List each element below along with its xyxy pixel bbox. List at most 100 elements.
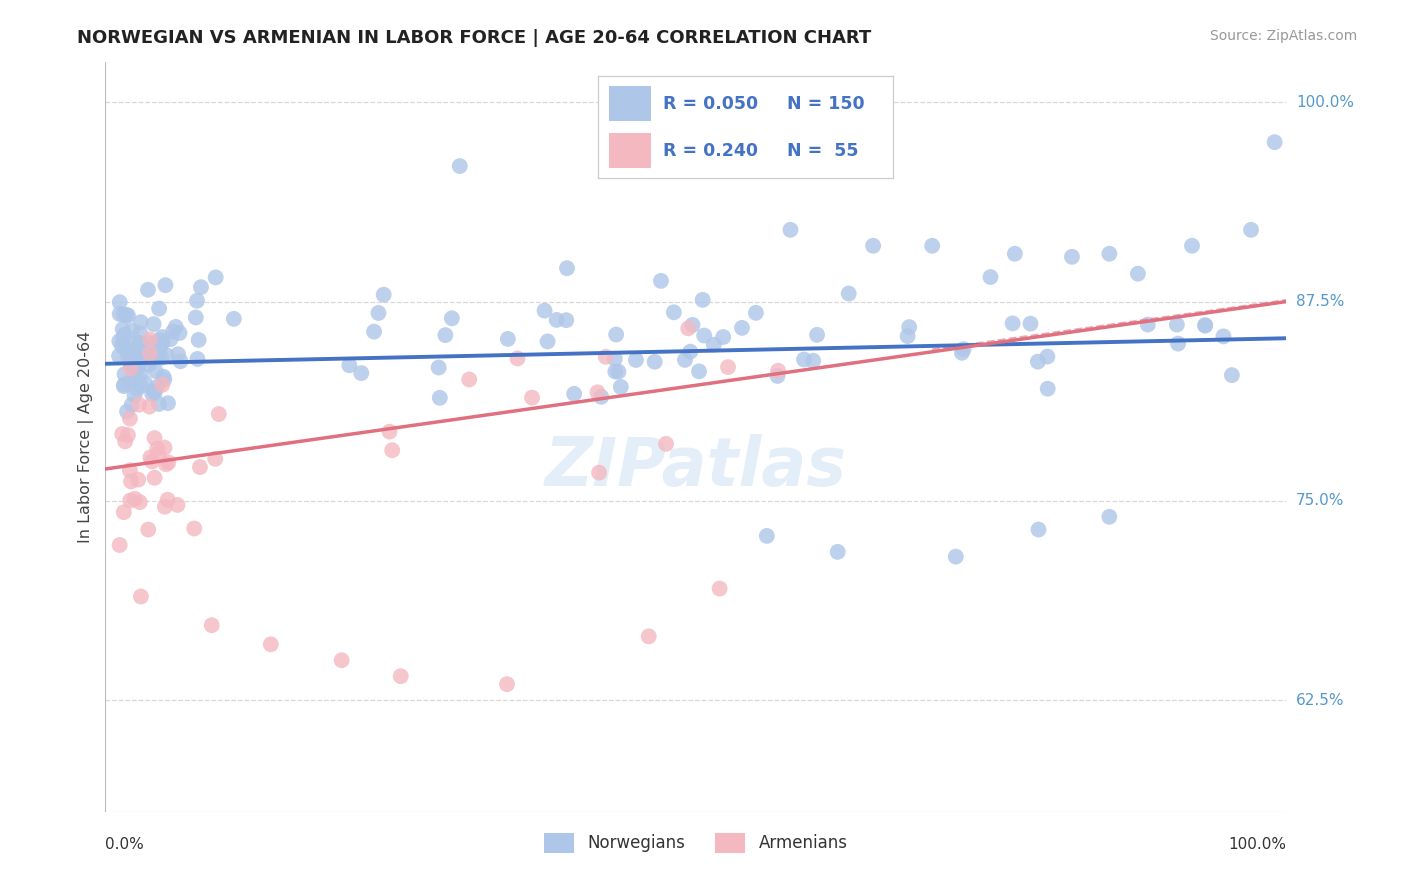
Point [122,336,145,351]
Point [520,391,543,405]
Point [112,308,135,322]
Point [367,306,389,320]
Point [610,380,633,394]
Point [506,351,529,366]
Point [128,398,150,412]
Point [208,407,231,421]
Point [146,446,169,460]
Point [108,295,131,310]
Point [766,368,789,383]
Point [1098,509,1121,524]
Point [693,328,716,343]
Point [678,321,700,335]
Point [389,669,412,683]
Text: R = 0.240: R = 0.240 [662,142,758,160]
Point [745,306,768,320]
Point [148,397,170,411]
Point [118,411,141,425]
Point [806,327,828,342]
Point [755,529,778,543]
Point [138,358,160,372]
Point [709,582,731,596]
Point [129,368,152,382]
Point [167,347,190,361]
Point [862,239,884,253]
Point [129,354,152,368]
Point [434,328,457,343]
Point [1220,368,1243,383]
Point [150,330,173,344]
Point [120,493,142,508]
Point [429,391,451,405]
Point [793,352,815,367]
Point [156,396,179,410]
Point [533,303,555,318]
Point [120,475,142,489]
Point [897,329,920,343]
Point [979,270,1001,285]
Point [188,460,211,475]
Text: NORWEGIAN VS ARMENIAN IN LABOR FORCE | AGE 20-64 CORRELATION CHART: NORWEGIAN VS ARMENIAN IN LABOR FORCE | A… [77,29,872,46]
Point [1098,246,1121,260]
Point [156,349,179,363]
Point [546,313,568,327]
Point [124,491,146,506]
Point [186,293,208,308]
Point [115,404,138,418]
Point [136,283,159,297]
Point [134,376,156,390]
Point [586,385,609,400]
Bar [609,87,651,121]
Point [142,384,165,398]
Point [1264,135,1286,149]
Point [184,310,207,325]
Point [145,364,167,378]
Point [120,359,142,373]
Point [138,400,160,414]
Text: 75.0%: 75.0% [1296,493,1344,508]
Text: 100.0%: 100.0% [1229,837,1286,852]
Point [1004,246,1026,260]
Point [555,313,578,327]
Point [143,431,166,445]
Point [114,327,136,342]
Point [662,305,685,319]
Point [136,523,159,537]
Point [655,437,678,451]
Bar [609,133,651,168]
Point [827,545,849,559]
Point [679,344,702,359]
Point [142,317,165,331]
Point [1028,523,1050,537]
Point [139,352,162,367]
Point [183,521,205,535]
Point [121,324,143,338]
Point [378,425,401,439]
Point [682,318,704,332]
Point [111,339,134,353]
Point [108,538,131,552]
Point [637,629,659,643]
Point [114,434,136,449]
Point [950,346,973,360]
Point [125,382,148,396]
Text: R = 0.050: R = 0.050 [662,95,758,112]
Text: N =  55: N = 55 [786,142,858,160]
Point [139,333,162,347]
Point [165,319,187,334]
Point [1026,354,1049,368]
Point [1194,318,1216,333]
Point [153,372,176,386]
Point [766,364,789,378]
Point [143,471,166,485]
Point [898,320,921,334]
Point [350,366,373,380]
Point [644,355,666,369]
Point [588,466,610,480]
Point [169,326,191,340]
Point [731,321,754,335]
Point [118,463,141,477]
Point [112,505,135,519]
Point [201,618,224,632]
Point [952,342,974,356]
